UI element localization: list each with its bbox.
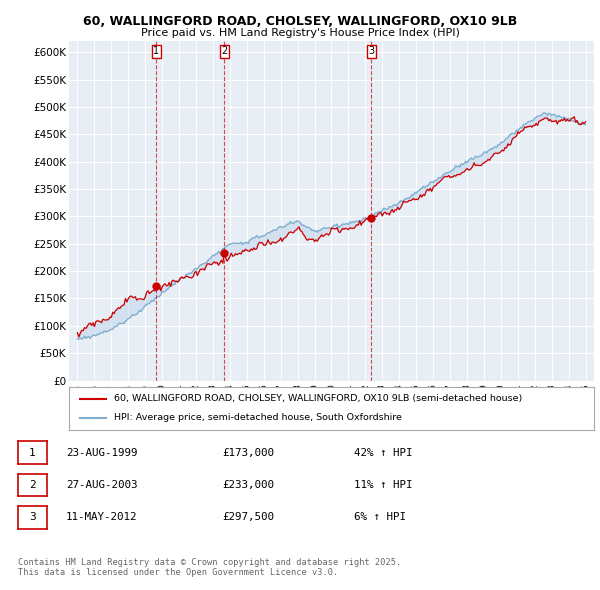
Text: 1: 1: [153, 47, 159, 57]
Text: 60, WALLINGFORD ROAD, CHOLSEY, WALLINGFORD, OX10 9LB: 60, WALLINGFORD ROAD, CHOLSEY, WALLINGFO…: [83, 15, 517, 28]
Text: 3: 3: [29, 513, 36, 522]
Text: £297,500: £297,500: [222, 513, 274, 522]
Text: Contains HM Land Registry data © Crown copyright and database right 2025.
This d: Contains HM Land Registry data © Crown c…: [18, 558, 401, 577]
Text: 11% ↑ HPI: 11% ↑ HPI: [354, 480, 413, 490]
Text: £233,000: £233,000: [222, 480, 274, 490]
Text: 11-MAY-2012: 11-MAY-2012: [66, 513, 137, 522]
Text: £173,000: £173,000: [222, 448, 274, 457]
Text: 23-AUG-1999: 23-AUG-1999: [66, 448, 137, 457]
Text: 2: 2: [29, 480, 36, 490]
Text: 27-AUG-2003: 27-AUG-2003: [66, 480, 137, 490]
Text: 42% ↑ HPI: 42% ↑ HPI: [354, 448, 413, 457]
Text: HPI: Average price, semi-detached house, South Oxfordshire: HPI: Average price, semi-detached house,…: [113, 413, 401, 422]
Text: Price paid vs. HM Land Registry's House Price Index (HPI): Price paid vs. HM Land Registry's House …: [140, 28, 460, 38]
Text: 60, WALLINGFORD ROAD, CHOLSEY, WALLINGFORD, OX10 9LB (semi-detached house): 60, WALLINGFORD ROAD, CHOLSEY, WALLINGFO…: [113, 395, 522, 404]
Text: 1: 1: [29, 448, 36, 457]
Text: 2: 2: [221, 47, 227, 57]
Text: 6% ↑ HPI: 6% ↑ HPI: [354, 513, 406, 522]
Text: 3: 3: [368, 47, 374, 57]
